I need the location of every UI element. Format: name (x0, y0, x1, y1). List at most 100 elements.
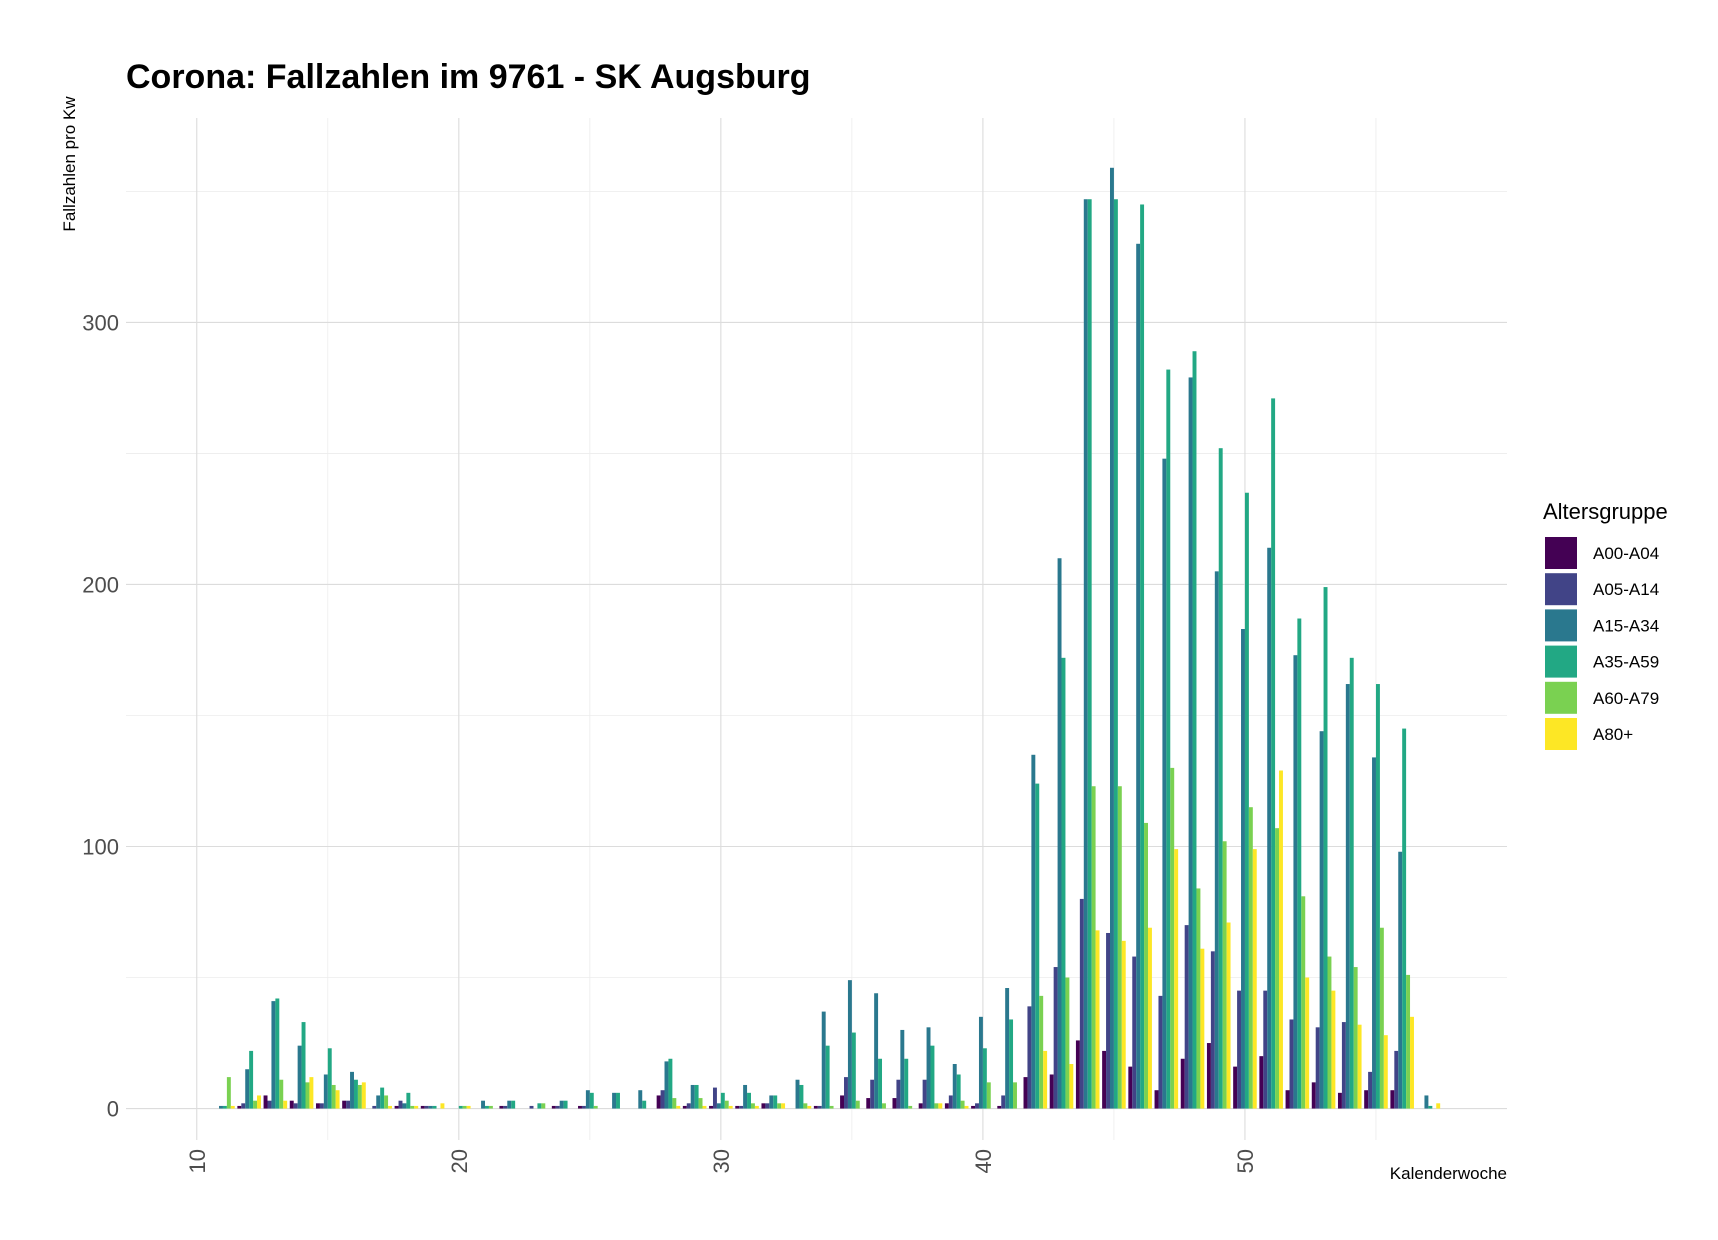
bar (1095, 930, 1100, 1109)
bar (1301, 896, 1306, 1109)
bar (1057, 558, 1062, 1109)
bar (1144, 822, 1148, 1109)
bar (462, 1105, 467, 1109)
bar (331, 1084, 336, 1109)
bar (847, 980, 852, 1109)
bar (1214, 571, 1219, 1109)
bar (656, 1095, 661, 1109)
bar (1027, 1006, 1032, 1109)
bar (1237, 990, 1242, 1109)
bar (982, 1048, 987, 1109)
bar (1428, 1105, 1433, 1109)
bar (702, 1105, 707, 1109)
bar (668, 1058, 673, 1109)
legend-swatch (1545, 573, 1577, 606)
bar (488, 1105, 493, 1109)
bar (1009, 1019, 1014, 1109)
bar (1331, 990, 1336, 1109)
bar (821, 1011, 826, 1109)
bar (241, 1103, 246, 1109)
bar (1275, 828, 1280, 1109)
bar (1184, 925, 1189, 1109)
bar (410, 1105, 415, 1109)
bar (1206, 1043, 1211, 1109)
bar (870, 1079, 875, 1109)
bar (908, 1105, 913, 1109)
bar (485, 1105, 489, 1109)
bar (1402, 728, 1407, 1109)
chart-title: Corona: Fallzahlen im 9761 - SK Augsburg (126, 58, 811, 96)
bar (773, 1095, 778, 1109)
bar (327, 1048, 332, 1109)
bar (795, 1079, 800, 1109)
bar (1327, 956, 1332, 1109)
bar (309, 1077, 314, 1109)
bar (529, 1105, 534, 1109)
bar (1083, 199, 1088, 1109)
bar (271, 1001, 276, 1109)
bar (1233, 1066, 1238, 1109)
bars (219, 167, 1441, 1109)
y-tick-label: 0 (107, 1097, 119, 1122)
x-axis-ticks: 10 20 30 40 50 (185, 1149, 1258, 1173)
bar (350, 1071, 354, 1109)
bar (1345, 684, 1350, 1109)
bar (694, 1084, 699, 1109)
bar (1039, 995, 1044, 1109)
bar (257, 1095, 261, 1109)
bar (406, 1092, 411, 1109)
bar (918, 1103, 923, 1109)
bar (934, 1103, 939, 1109)
bar (305, 1082, 310, 1109)
bar (682, 1105, 687, 1109)
legend: Altersgruppe A00-A04 A05-A14 A15-A34 A35-A5… (1543, 499, 1668, 750)
bar (735, 1105, 740, 1109)
bar (1364, 1090, 1369, 1109)
legend-swatch (1545, 609, 1577, 642)
bar (664, 1061, 669, 1109)
bar (1087, 199, 1092, 1109)
bar (1069, 1064, 1074, 1109)
bar (440, 1103, 445, 1109)
bar (1200, 948, 1205, 1109)
bar (1188, 377, 1193, 1109)
bar (1170, 767, 1175, 1109)
bar (1192, 351, 1197, 1109)
bar (1252, 849, 1257, 1109)
legend-title: Altersgruppe (1543, 499, 1668, 524)
bar (1218, 448, 1223, 1109)
bar (511, 1100, 516, 1109)
bar (720, 1092, 725, 1109)
bar (319, 1103, 324, 1109)
bar (1375, 684, 1380, 1109)
bar (1337, 1092, 1342, 1109)
bar (926, 1027, 931, 1109)
legend-swatch (1545, 718, 1577, 750)
bar (507, 1100, 512, 1109)
bar (844, 1077, 848, 1109)
bar (676, 1105, 681, 1109)
bar (420, 1105, 425, 1109)
bar (750, 1103, 755, 1109)
bar (882, 1103, 886, 1109)
bar (964, 1105, 969, 1109)
x-tick-label: 30 (709, 1149, 734, 1173)
bar (1013, 1082, 1017, 1109)
bar (900, 1029, 905, 1109)
bar (1043, 1050, 1048, 1109)
bar (361, 1082, 366, 1109)
bar (537, 1103, 542, 1109)
bar (551, 1105, 556, 1109)
bar (279, 1079, 284, 1109)
bar (289, 1100, 294, 1109)
x-tick-label: 10 (185, 1149, 210, 1173)
bar (578, 1105, 582, 1109)
bar (1341, 1022, 1346, 1109)
bar (777, 1103, 782, 1109)
bar (975, 1103, 979, 1109)
bar (1297, 618, 1302, 1109)
bar (428, 1105, 433, 1109)
bar (829, 1105, 834, 1109)
bar (275, 998, 280, 1109)
